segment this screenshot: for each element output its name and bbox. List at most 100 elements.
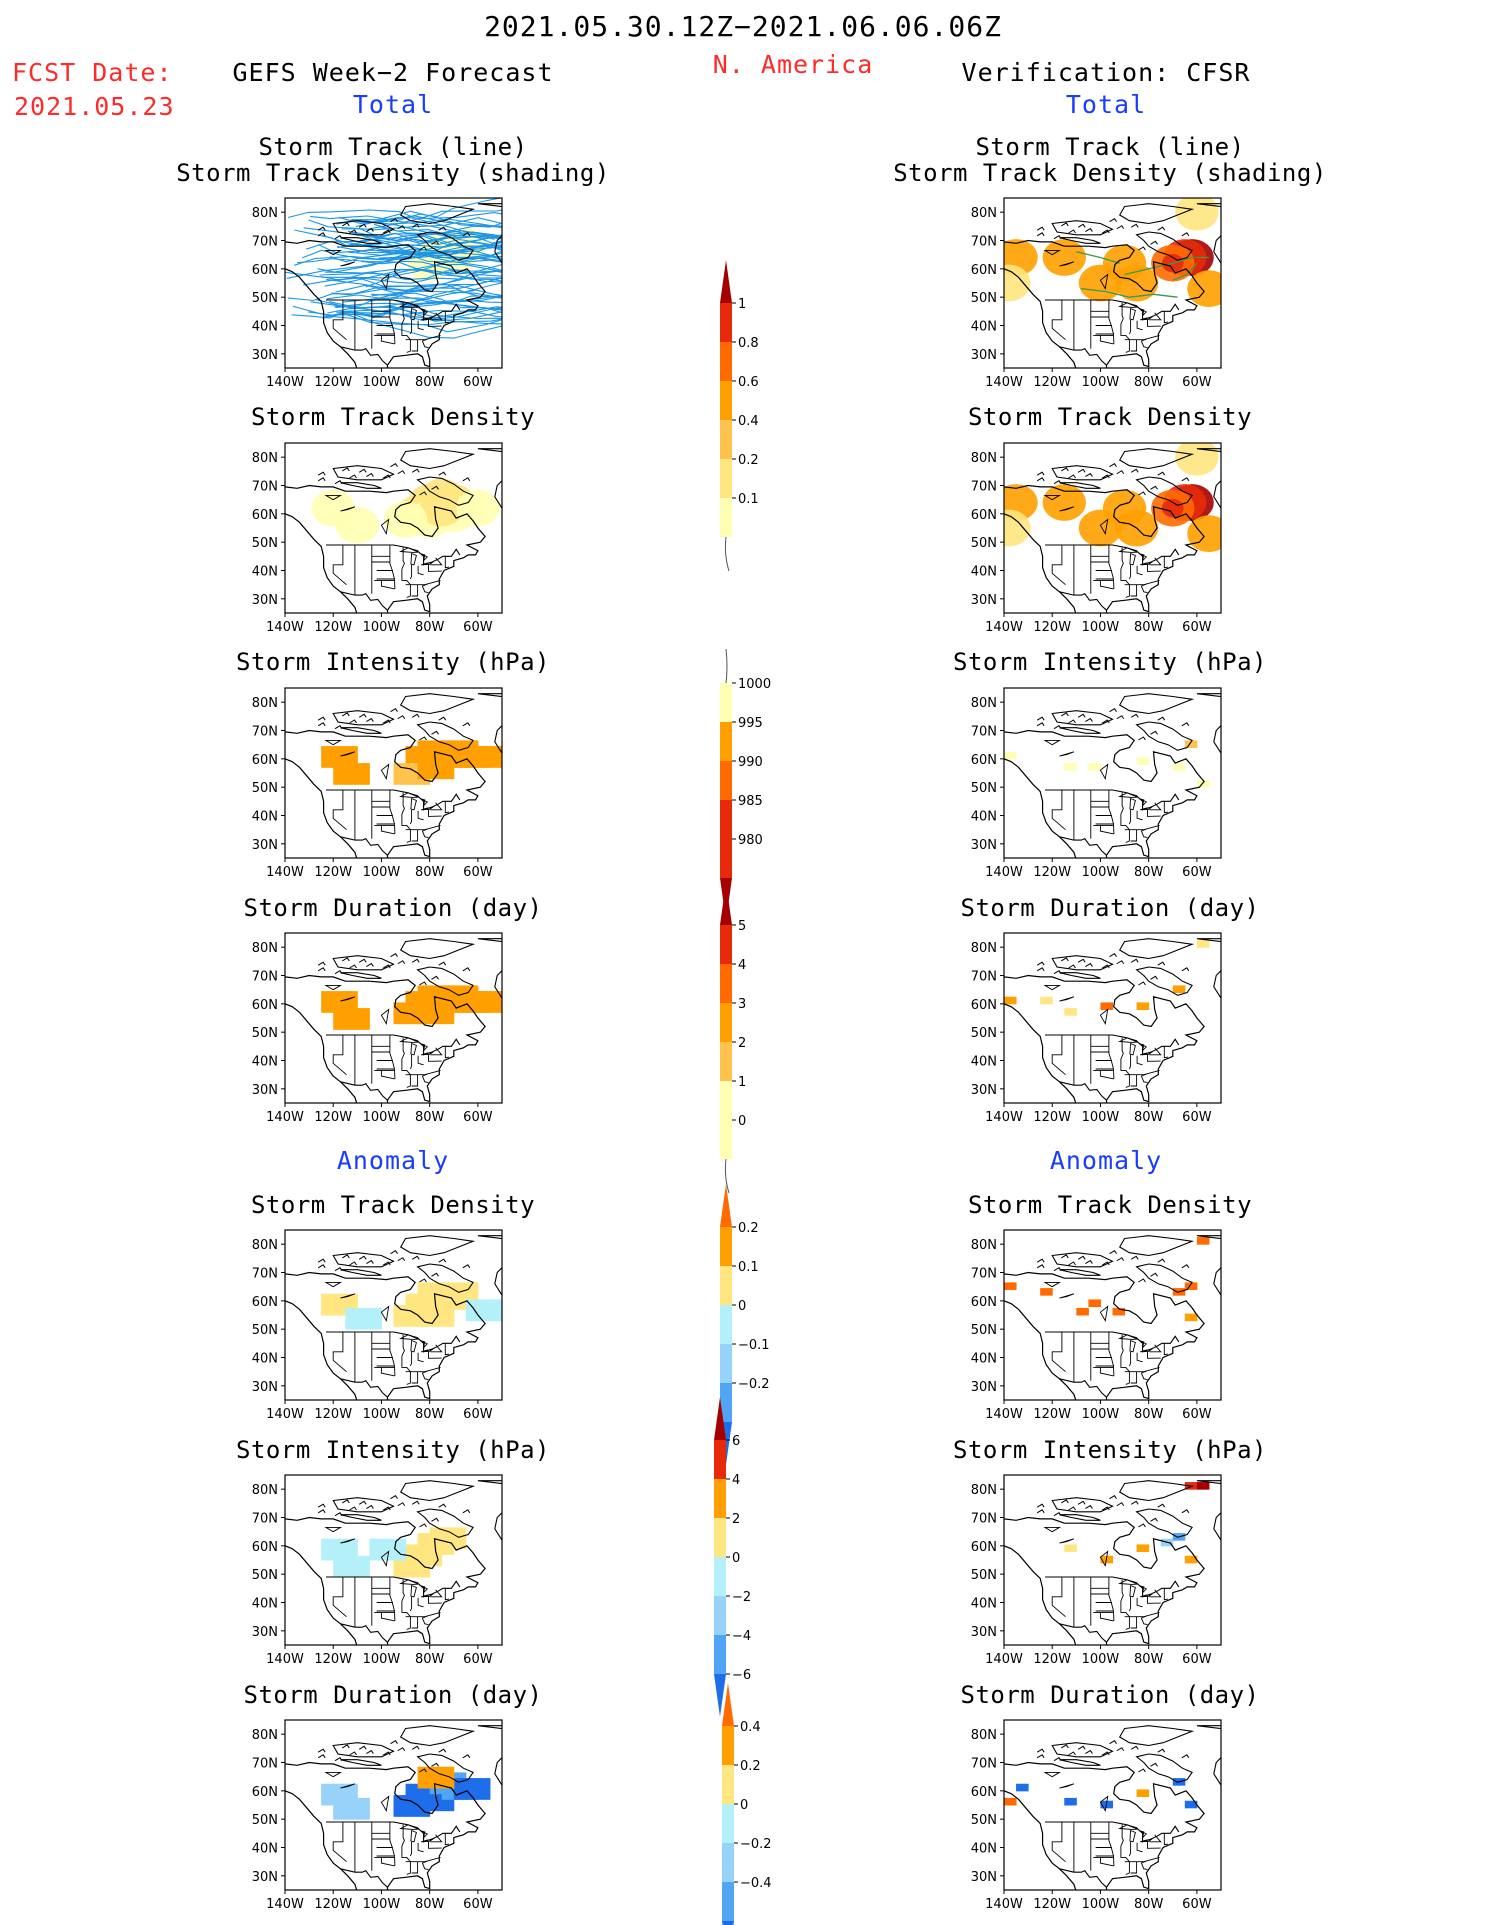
- island-outline: [1135, 476, 1193, 506]
- state-border: [1163, 1588, 1169, 1601]
- map-cfsr-density: 80N 70N 60N 50N 40N 30N 140W 120W 100W 80W 60W: [971, 442, 1222, 635]
- state-border: [1136, 1842, 1143, 1853]
- island-outline: [1116, 1257, 1125, 1262]
- grid-cell: [333, 991, 346, 999]
- state-border: [1147, 1841, 1161, 1849]
- coastline: [1004, 1761, 1205, 1890]
- lake-outline: [1099, 1795, 1109, 1813]
- grid-cell: [369, 1545, 382, 1554]
- lat-tick-label: 40N: [252, 810, 278, 825]
- lat-tick-label: 80N: [971, 206, 997, 221]
- island-outline: [1181, 1509, 1190, 1514]
- lon-tick-label: 120W: [314, 620, 352, 635]
- storm-track-line: [1076, 251, 1120, 264]
- density-cell: [1175, 198, 1219, 231]
- grid-cell: [1196, 1237, 1210, 1245]
- state-border: [401, 547, 411, 598]
- grid-cell: [369, 1538, 382, 1547]
- state-border: [380, 580, 395, 590]
- lake-outline: [419, 798, 429, 807]
- coastline: [1004, 729, 1205, 858]
- panel-title-fcst-duration: Storm Duration (day): [243, 894, 543, 922]
- lon-tick-label: 60W: [463, 375, 493, 390]
- island-outline: [358, 1745, 367, 1750]
- state-border: [409, 809, 413, 825]
- island-outline: [397, 225, 406, 230]
- island-outline: [431, 730, 439, 735]
- colorbar-label: 985: [738, 794, 763, 809]
- grid-cell: [429, 1282, 443, 1290]
- state-border: [401, 302, 411, 353]
- grid-cell: [321, 1307, 334, 1316]
- grid-cell: [453, 1302, 467, 1310]
- island-outline: [349, 229, 357, 234]
- state-border: [1136, 320, 1143, 331]
- colorbar-segment: [720, 761, 732, 800]
- lat-tick-label: 50N: [971, 536, 997, 551]
- lake-outline: [410, 797, 417, 811]
- state-border: [417, 320, 424, 331]
- grid-cell: [345, 1545, 358, 1554]
- grid-cell: [453, 753, 467, 761]
- lon-tick-label: 80W: [1134, 1652, 1164, 1667]
- grid-cell: [441, 1773, 455, 1782]
- grid-cell: [417, 1002, 431, 1010]
- lon-tick-label: 100W: [1082, 375, 1120, 390]
- state-border: [421, 1615, 429, 1626]
- lake-outline: [419, 1830, 429, 1839]
- state-border: [332, 1035, 347, 1076]
- island-outline: [1036, 477, 1045, 482]
- grid-cell: [333, 746, 346, 754]
- lake-outline: [1129, 552, 1136, 566]
- lake-outline: [421, 1348, 434, 1353]
- lake-outline: [380, 1550, 390, 1568]
- lon-tick-label: 100W: [363, 1407, 401, 1422]
- lat-tick-label: 70N: [252, 480, 278, 495]
- lake-outline: [1129, 1339, 1136, 1353]
- state-border: [1149, 1834, 1162, 1843]
- state-border: [1147, 319, 1161, 327]
- island-outline: [1068, 964, 1076, 969]
- grid-cell: [453, 740, 467, 748]
- state-border: [430, 312, 443, 321]
- grid-cell: [465, 1778, 479, 1786]
- lat-tick-label: 70N: [971, 1512, 997, 1527]
- island-outline: [411, 1745, 420, 1750]
- island-outline: [1196, 203, 1221, 264]
- state-border: [1128, 1351, 1132, 1367]
- grid-cell: [441, 1305, 455, 1313]
- grid-cell: [345, 1322, 358, 1330]
- state-border: [411, 1616, 419, 1629]
- storm-track-line: [308, 219, 502, 248]
- grid-cell: [417, 1555, 431, 1564]
- lake-outline: [1099, 1305, 1109, 1323]
- lat-tick-label: 60N: [252, 1295, 278, 1310]
- colorbar-label: 1000: [738, 677, 771, 692]
- grid-cell: [357, 1315, 370, 1323]
- colorbar-label: 4: [738, 958, 746, 973]
- grid-cell: [417, 1533, 431, 1541]
- grid-cell: [393, 770, 407, 778]
- grid-cell: [405, 1783, 419, 1792]
- lake-outline: [1059, 1538, 1075, 1544]
- storm-track-line: [350, 212, 502, 224]
- island-outline: [334, 1511, 343, 1517]
- lon-tick-label: 80W: [1134, 620, 1164, 635]
- state-border: [1130, 1616, 1138, 1629]
- island-outline: [342, 957, 350, 962]
- lat-tick-label: 40N: [252, 1597, 278, 1612]
- grid-cell: [321, 1545, 334, 1554]
- coastline: [1004, 974, 1205, 1103]
- island-outline: [1059, 1269, 1101, 1276]
- island-outline: [1036, 967, 1045, 972]
- grid-cell: [453, 1296, 467, 1305]
- island-outline: [1109, 1739, 1117, 1745]
- lat-tick-label: 50N: [252, 291, 278, 306]
- lon-tick-label: 80W: [1134, 1110, 1164, 1125]
- colorbar-label: 0.4: [738, 414, 759, 429]
- state-border: [380, 1612, 395, 1622]
- island-outline: [1181, 477, 1190, 482]
- lon-tick-label: 120W: [314, 375, 352, 390]
- lake-outline: [340, 261, 356, 267]
- state-border: [1136, 810, 1143, 821]
